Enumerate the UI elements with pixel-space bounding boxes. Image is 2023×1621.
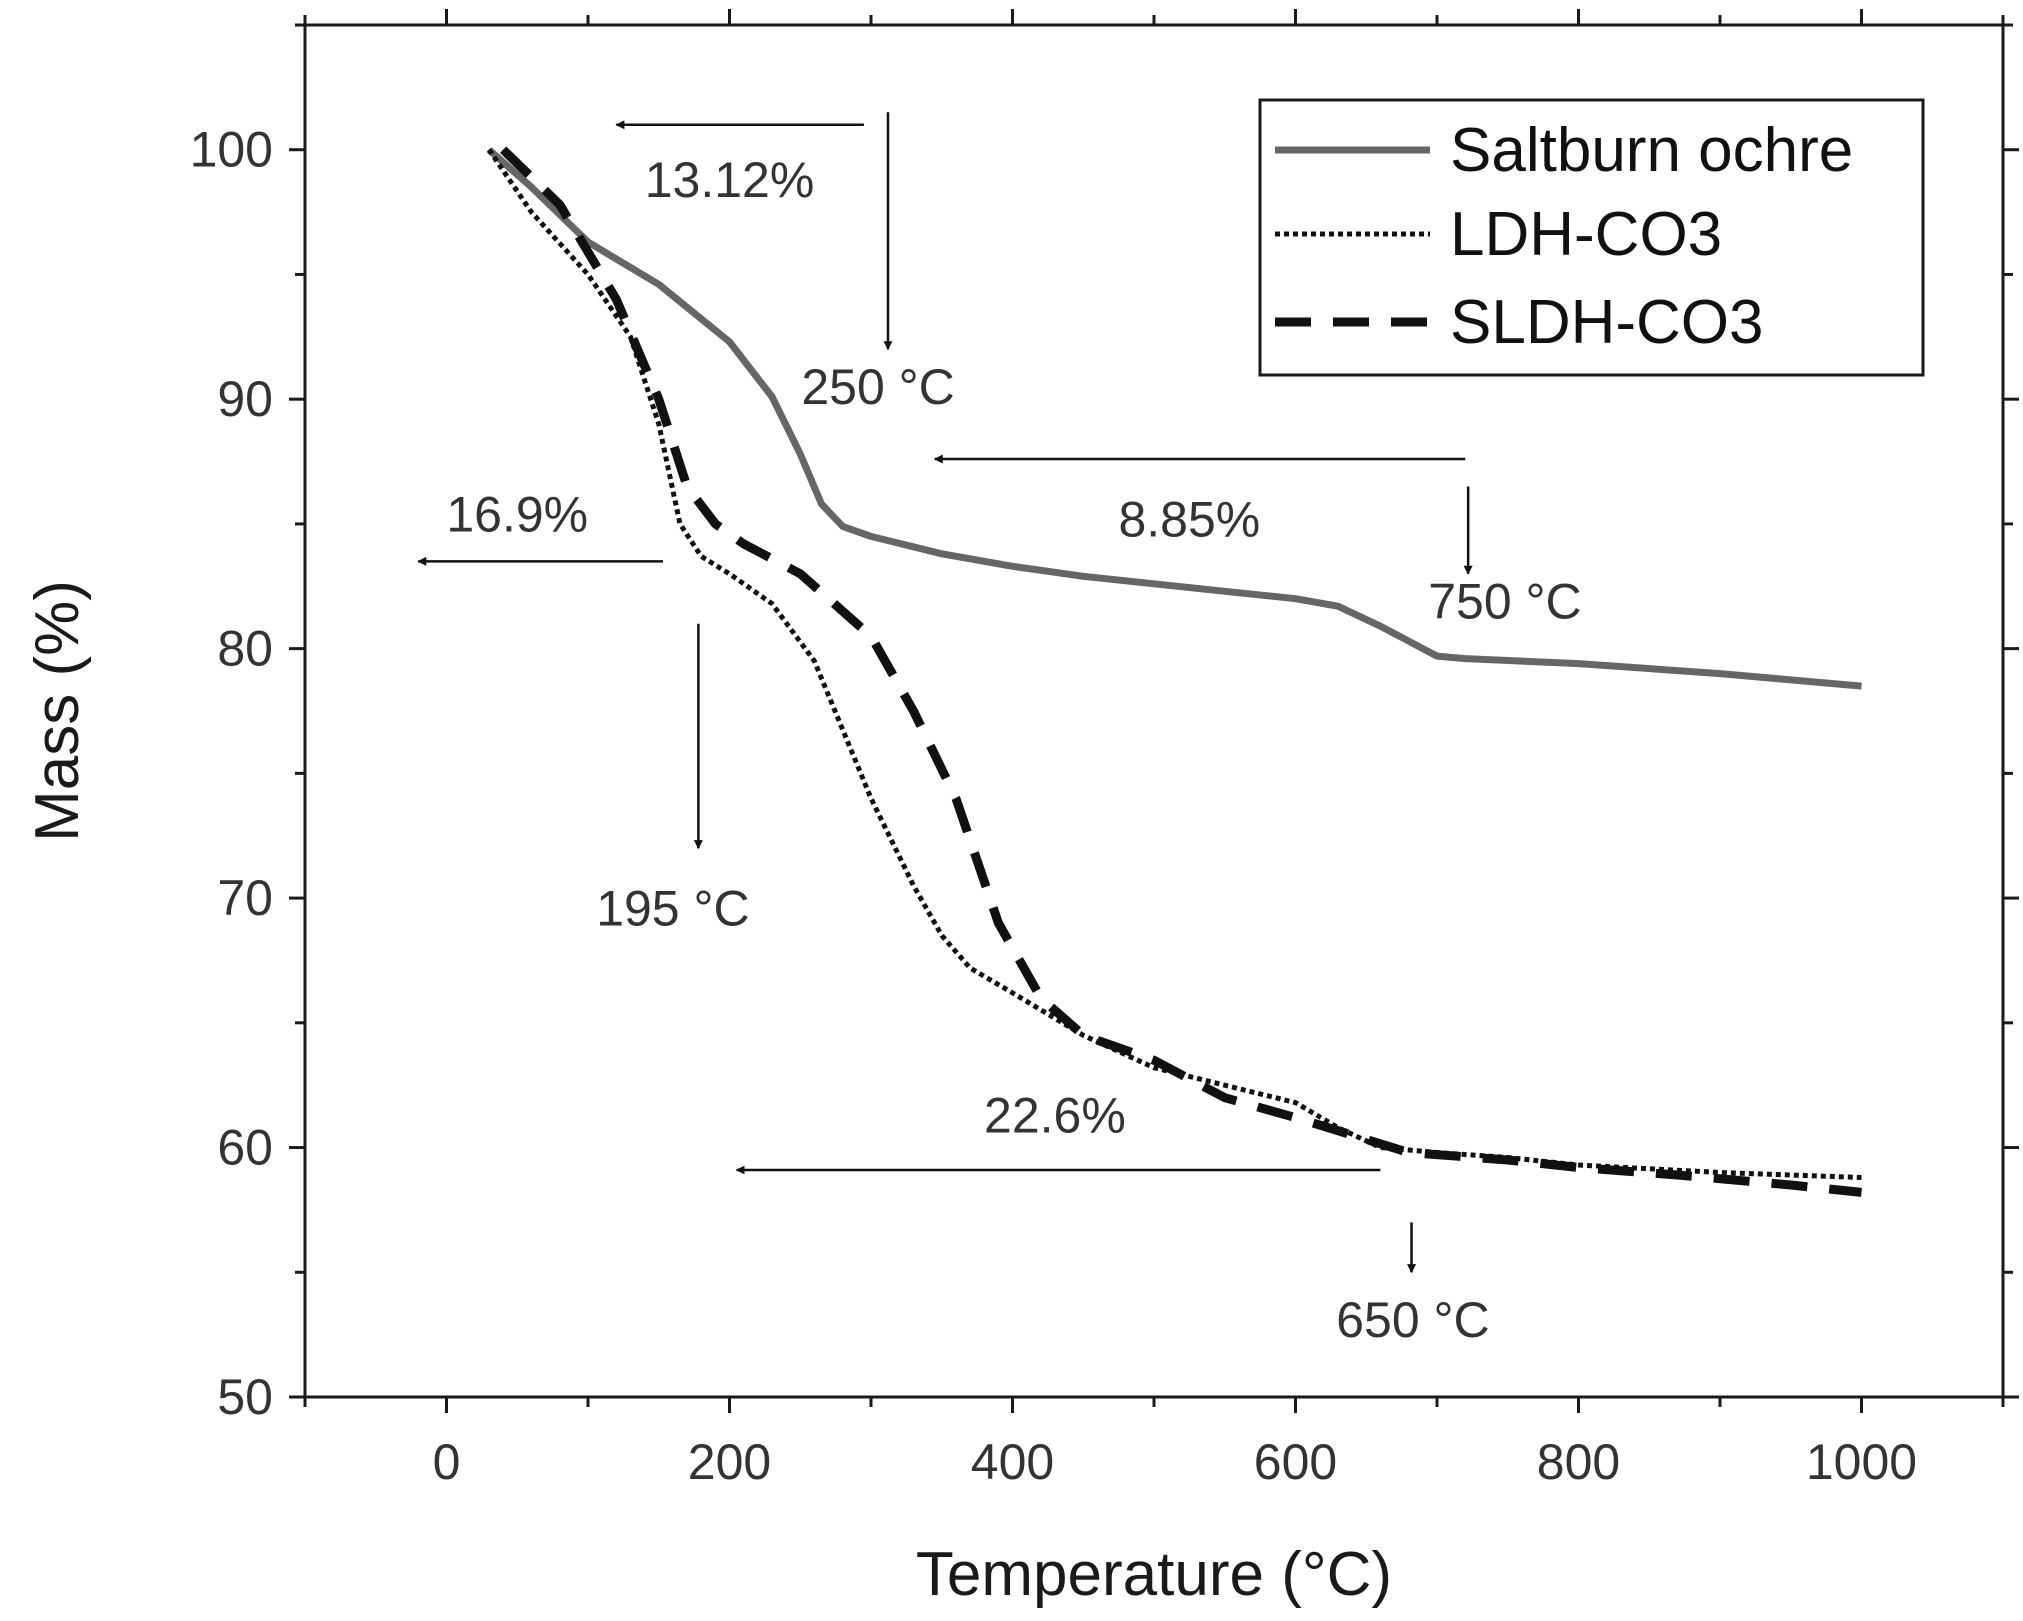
y-tick-label: 90 [217,371,273,427]
legend-label-saltburn-ochre: Saltburn ochre [1450,116,1853,185]
x-tick-label: 0 [433,1434,461,1490]
x-tick-label: 400 [971,1434,1054,1490]
annotation-temp-250: 250 °C [801,359,954,415]
y-tick-label: 60 [217,1120,273,1176]
legend-label-sldh-co3: SLDH-CO3 [1450,288,1764,357]
annotation-arrows [417,112,1473,1274]
annotation-temp-650: 650 °C [1336,1292,1489,1348]
series-layer [486,146,1862,1197]
legend-label-ldh-co3: LDH-CO3 [1450,200,1722,269]
annotation-temp-195: 195 °C [596,881,749,937]
y-tick-label: 100 [190,122,273,178]
x-tick-label: 600 [1254,1434,1337,1490]
annotation-mass-loss-8-85: 8.85% [1118,491,1260,547]
annotation-mass-loss-16-9: 16.9% [446,486,588,542]
x-tick-label: 800 [1537,1434,1620,1490]
series-line-saltburn-ochre [486,147,1862,690]
annotation-labels: 13.12% 250 °C 8.85% 750 °C 16.9% 195 °C 22.6% 6… [446,152,1581,1348]
legend-box [1258,98,1925,377]
x-axis-title: Temperature (°C) [916,1540,1392,1609]
legend: Saltburn ochre LDH-CO3 SLDH-CO3 [1258,98,1925,377]
annotation-mass-loss-22-6: 22.6% [984,1088,1126,1144]
series-line-sldh-co3 [499,146,1862,1197]
x-tick-label: 1000 [1806,1434,1917,1490]
annotation-mass-loss-13-12: 13.12% [645,152,815,208]
axis-ticks [289,9,2019,1413]
axis-tick-labels: 0 200 400 600 800 1000 50 60 70 80 90 100 [190,122,1918,1490]
annotation-temp-750: 750 °C [1428,574,1581,630]
y-tick-label: 70 [217,870,273,926]
y-tick-label: 80 [217,621,273,677]
y-tick-label: 50 [217,1369,273,1425]
x-tick-label: 200 [688,1434,771,1490]
y-axis-title: Mass (%) [23,580,92,842]
